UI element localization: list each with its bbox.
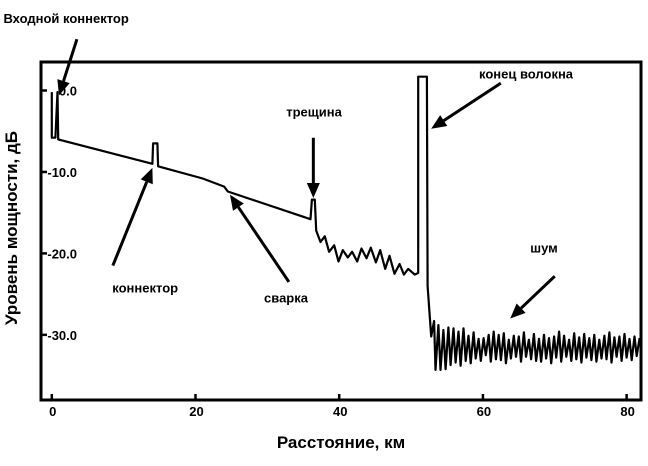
- connector-label: коннектор: [112, 280, 178, 295]
- x-tick-label-4: 80: [620, 404, 634, 419]
- crack-label: трещина: [286, 105, 342, 120]
- y-tick-label-2: -20.0: [47, 246, 77, 261]
- fiber-end-label: конец волокна: [479, 66, 574, 81]
- x-tick-label-2: 40: [333, 404, 347, 419]
- annotation-arrows: [57, 38, 556, 319]
- input-connector-arrowhead: [57, 79, 70, 96]
- x-axis-title: Расстояние, км: [277, 433, 405, 452]
- noise-arrowhead: [510, 303, 526, 319]
- x-tick-label-1: 20: [189, 404, 203, 419]
- connector-arrow: [111, 181, 149, 267]
- input-connector-label: Входной коннектор: [3, 11, 128, 26]
- plot-frame: [39, 60, 643, 402]
- connector-arrowhead: [140, 167, 153, 185]
- noise-label: шум: [530, 241, 558, 256]
- reflectogram-trace: [50, 75, 641, 371]
- fiber-end-arrow: [442, 81, 502, 122]
- crack-arrowhead: [306, 183, 320, 199]
- noise-arrow: [520, 275, 556, 310]
- x-tick-label-3: 60: [477, 404, 491, 419]
- y-tick-label-0: 0.0: [59, 84, 77, 99]
- fiber-end-arrowhead: [431, 115, 448, 129]
- x-tick-label-0: 0: [49, 404, 56, 419]
- y-tick-label-3: -30.0: [47, 328, 77, 343]
- axis-ticks: 0 20 40 60 80 0.0 -10.0 -20.0 -30.0: [41, 84, 635, 419]
- splice-label: сварка: [264, 290, 309, 305]
- input-connector-arrow: [62, 38, 79, 82]
- annotation-labels: Входной коннектор коннектор сварка трещина к…: [3, 11, 573, 305]
- y-tick-label-1: -10.0: [47, 165, 77, 180]
- splice-arrowhead: [229, 194, 244, 211]
- splice-arrow: [237, 206, 291, 283]
- y-axis-title: Уровень мощности, дБ: [2, 131, 21, 325]
